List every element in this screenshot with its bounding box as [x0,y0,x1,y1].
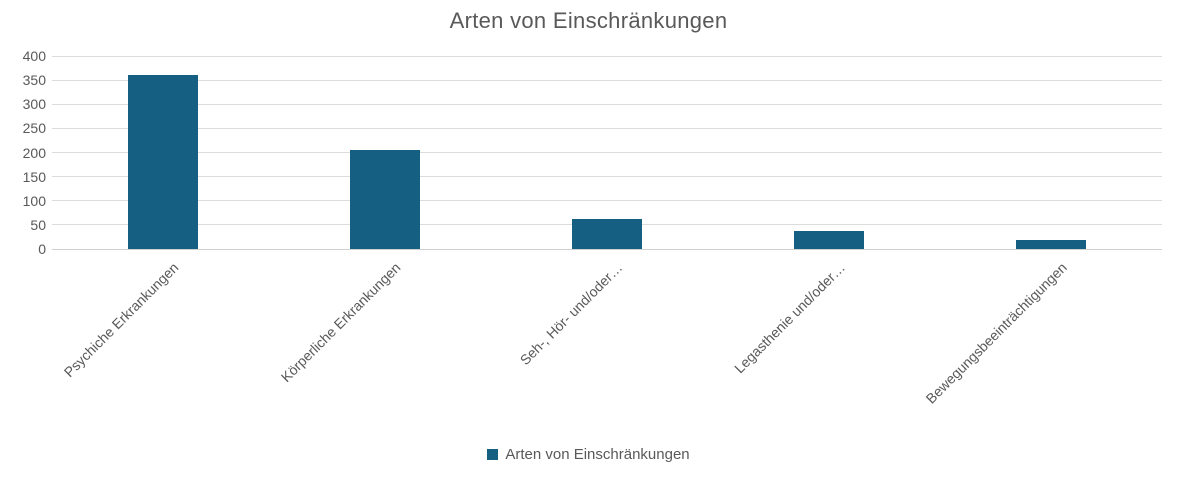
gridline [52,103,1162,105]
legend-series-marker-icon [487,449,499,460]
x-axis-label: Legasthenie und/oder… [730,259,848,377]
bar-2 [350,150,420,249]
y-axis-tick-label: 100 [22,192,46,209]
y-axis-tick-label: 250 [22,120,46,137]
legend-series-label: Arten von Einschränkungen [505,446,690,463]
gridline [52,152,1162,153]
y-axis-tick-label: 150 [22,168,46,185]
gridline [52,200,1162,202]
y-axis-tick-label: 50 [30,216,46,233]
gridline [52,79,1162,81]
bar-4 [794,231,864,249]
legend: Arten von Einschränkungen [0,446,1177,463]
x-axis-label: Bewegungsbeeinträchtigungen [922,259,1070,407]
x-axis-label: Körperliche Erkrankungen [277,259,404,386]
bar-3 [572,219,642,249]
y-axis-tick-label: 350 [22,72,46,89]
gridline [52,55,1162,57]
x-axis-line [52,248,1162,250]
y-axis-tick-label: 300 [22,96,46,113]
bar-1 [128,75,198,249]
y-axis-tick-label: 0 [38,241,46,257]
bar-5 [1016,240,1086,249]
y-axis-tick-label: 400 [22,48,46,64]
x-axis-label: Psychiche Erkrankungen [60,259,182,381]
plot-area [52,55,1162,250]
x-axis-label: Seh-, Hör- und/oder… [516,259,626,368]
gridline [52,127,1162,129]
y-axis-tick-label: 200 [22,144,46,161]
chart-title: Arten von Einschränkungen [449,8,728,33]
gridline [52,176,1162,178]
